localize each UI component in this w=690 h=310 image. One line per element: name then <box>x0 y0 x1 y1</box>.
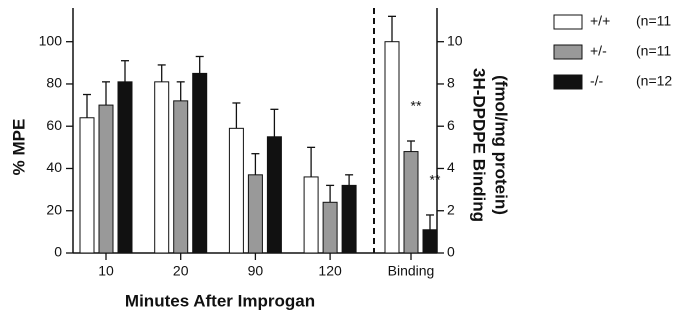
bar <box>303 176 319 254</box>
y2-tick-label: 10 <box>447 32 463 48</box>
x-tick-label: Binding <box>388 263 435 279</box>
bar <box>154 81 170 254</box>
y2-tick-label: 0 <box>447 244 455 260</box>
legend-swatch <box>553 44 583 60</box>
legend-n: (n=11 <box>636 13 671 29</box>
legend-label: +/- <box>590 43 607 59</box>
y-tick-label: 80 <box>46 75 62 91</box>
annotation: ** <box>411 98 422 114</box>
y-tick-label: 40 <box>46 159 62 175</box>
bar <box>117 81 133 254</box>
bar <box>422 229 438 254</box>
x-tick-label: 90 <box>248 263 264 279</box>
bar <box>341 184 357 254</box>
bar <box>98 104 114 254</box>
y-tick-label: 20 <box>46 201 62 217</box>
bar <box>173 100 189 254</box>
y2-label: 3H-DPDPE Binding <box>470 68 489 222</box>
legend-label: +/+ <box>590 13 610 29</box>
x-tick-label: 120 <box>318 263 342 279</box>
legend-swatch <box>553 14 583 30</box>
bar <box>266 136 282 254</box>
bar <box>247 174 263 254</box>
x-tick-label: 10 <box>98 263 114 279</box>
legend-n: (n=12 <box>636 73 672 89</box>
bar <box>192 72 208 254</box>
bar <box>228 127 244 254</box>
annotation: ** <box>430 172 441 188</box>
y-tick-label: 100 <box>39 32 63 48</box>
y-label: % MPE <box>9 119 28 176</box>
y2-tick-label: 4 <box>447 159 455 175</box>
x-tick-label: 20 <box>173 263 189 279</box>
bar <box>322 201 338 254</box>
y-tick-label: 60 <box>46 117 62 133</box>
x-label: Minutes After Improgan <box>125 291 315 310</box>
legend-swatch <box>553 74 583 90</box>
y-tick-label: 0 <box>54 244 62 260</box>
y2-label: (fmol/mg protein) <box>492 75 511 215</box>
bar <box>79 117 95 254</box>
y2-tick-label: 6 <box>447 117 455 133</box>
y2-tick-label: 2 <box>447 201 455 217</box>
bar <box>384 41 400 254</box>
y2-tick-label: 8 <box>447 75 455 91</box>
bar <box>403 151 419 254</box>
legend-label: -/- <box>590 73 604 89</box>
legend-n: (n=11 <box>636 43 671 59</box>
